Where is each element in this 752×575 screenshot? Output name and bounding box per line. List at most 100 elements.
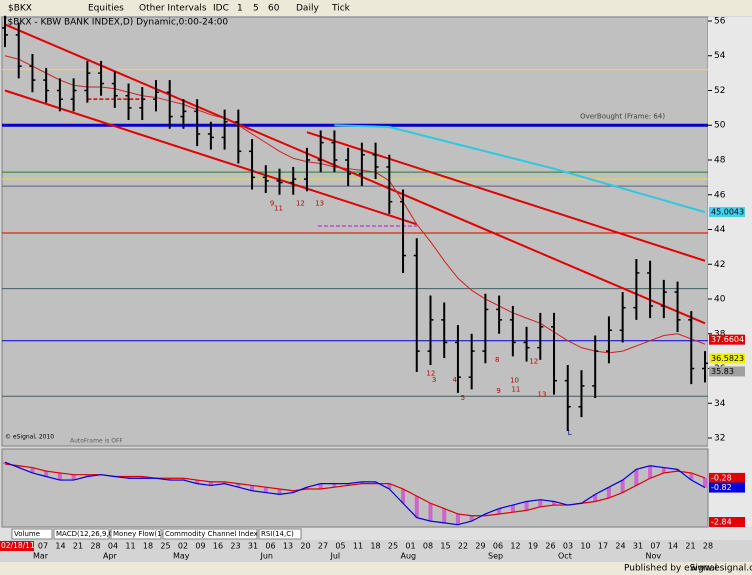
- histogram-bar: [236, 483, 241, 488]
- tab[interactable]: [110, 528, 162, 540]
- macd-line: [4, 461, 706, 526]
- price-tag-bg: [709, 207, 745, 218]
- toolbar-item[interactable]: Other Intervals: [139, 4, 207, 14]
- price-tag-bg: [709, 366, 745, 377]
- annotation: 12: [426, 370, 435, 378]
- y-tick-label: 46: [714, 190, 726, 200]
- price-tag-bg: [709, 353, 745, 364]
- date-axis: [0, 540, 752, 562]
- x-tick-label: 06: [493, 542, 503, 551]
- x-tick-label: 22: [458, 542, 468, 551]
- month-label: Jun: [260, 552, 274, 561]
- x-tick-label: 29: [475, 542, 485, 551]
- footer-url: www.esignal.com: [690, 564, 752, 574]
- x-tick-label: 24: [615, 542, 625, 551]
- month-label: Mar: [33, 552, 49, 561]
- histogram-bar: [44, 471, 49, 477]
- histogram-bar: [85, 474, 90, 477]
- histogram-bar: [263, 487, 268, 493]
- copyright: © eSignal, 2010: [5, 434, 54, 441]
- toolbar-item[interactable]: Daily: [296, 4, 319, 14]
- toolbar-item[interactable]: Tick: [331, 4, 351, 14]
- histogram-bar: [428, 503, 433, 522]
- tab-label[interactable]: Commodity Channel Index(23,C): [165, 530, 280, 538]
- start-date: 02/18/11: [1, 541, 35, 550]
- x-tick-label: 31: [248, 542, 258, 551]
- moving-average: [4, 55, 706, 354]
- x-tick-label: 09: [195, 542, 205, 551]
- histogram-bar: [497, 508, 502, 514]
- x-tick-label: 23: [230, 542, 240, 551]
- y-tick-label: 52: [714, 86, 725, 96]
- price-tag: 35.83: [711, 367, 734, 376]
- macd-tag: -2.84: [711, 518, 732, 527]
- annotation: 3: [432, 376, 436, 384]
- annotation: 8: [495, 356, 499, 364]
- y-tick-label: 42: [714, 260, 725, 270]
- month-label: Oct: [558, 552, 572, 561]
- toolbar-item[interactable]: 1: [237, 4, 243, 14]
- toolbar-item[interactable]: IDC: [213, 4, 229, 14]
- month-label: Aug: [401, 552, 417, 561]
- y-tick-label: 38: [714, 329, 726, 339]
- status-bar: [0, 562, 752, 575]
- x-tick-label: 26: [545, 542, 555, 551]
- histogram-bar: [606, 487, 611, 498]
- tab-label[interactable]: Volume: [14, 530, 40, 538]
- x-tick-label: 04: [108, 542, 118, 551]
- x-tick-label: 28: [90, 542, 100, 551]
- histogram-bar: [689, 472, 694, 481]
- histogram-bar: [648, 465, 653, 479]
- toolbar-item[interactable]: Equities: [88, 4, 124, 14]
- x-tick-label: 10: [580, 542, 590, 551]
- histogram-bar: [250, 485, 255, 491]
- histogram-bar: [359, 481, 364, 484]
- tab[interactable]: [11, 528, 53, 540]
- tab-label[interactable]: MACD(12,26,9,C): [56, 530, 117, 538]
- price-tag-bg: [709, 334, 745, 345]
- histogram-bar: [16, 465, 21, 468]
- histogram-bar: [140, 476, 145, 479]
- histogram-bar: [524, 501, 529, 511]
- y-tick-label: 40: [714, 295, 726, 305]
- x-tick-label: 19: [528, 542, 538, 551]
- histogram-bar: [181, 478, 186, 481]
- trendline: [306, 131, 706, 262]
- histogram-bar: [414, 496, 419, 518]
- annotation: 4: [452, 376, 457, 384]
- toolbar: [0, 0, 752, 16]
- toolbar-item[interactable]: 60: [268, 4, 280, 14]
- y-tick-label: 44: [714, 225, 726, 235]
- histogram-bar: [126, 476, 131, 479]
- x-tick-label: 15: [440, 542, 450, 551]
- histogram-bar: [455, 513, 460, 525]
- tab[interactable]: [162, 528, 258, 540]
- histogram-bar: [552, 501, 557, 506]
- signal-line: [4, 463, 706, 517]
- histogram-bar: [222, 481, 227, 484]
- histogram-bar: [634, 469, 639, 486]
- histogram-bar: [469, 515, 474, 522]
- tab-label[interactable]: Money Flow(14): [113, 530, 169, 538]
- autoframe-note: AutoFrame is OFF: [70, 438, 123, 445]
- annotation: 13: [315, 199, 324, 207]
- symbol[interactable]: $BKX: [8, 4, 32, 14]
- tab[interactable]: [258, 528, 302, 540]
- x-tick-label: 18: [143, 542, 153, 551]
- month-label: Sep: [488, 552, 503, 561]
- x-tick-label: 27: [318, 542, 328, 551]
- annotation: 9: [496, 387, 500, 395]
- annotation: L: [568, 429, 572, 437]
- x-tick-label: 06: [265, 542, 275, 551]
- month-label: Apr: [103, 552, 118, 561]
- x-tick-label: 02: [178, 542, 188, 551]
- x-tick-label: 14: [668, 542, 678, 551]
- trendline: [4, 89, 418, 226]
- toolbar-item[interactable]: 5: [253, 4, 259, 14]
- tab-label[interactable]: RSI(14,C): [261, 530, 294, 538]
- tab[interactable]: [53, 528, 110, 540]
- price-tag: 36.5823: [711, 354, 744, 363]
- histogram-bar: [538, 499, 543, 507]
